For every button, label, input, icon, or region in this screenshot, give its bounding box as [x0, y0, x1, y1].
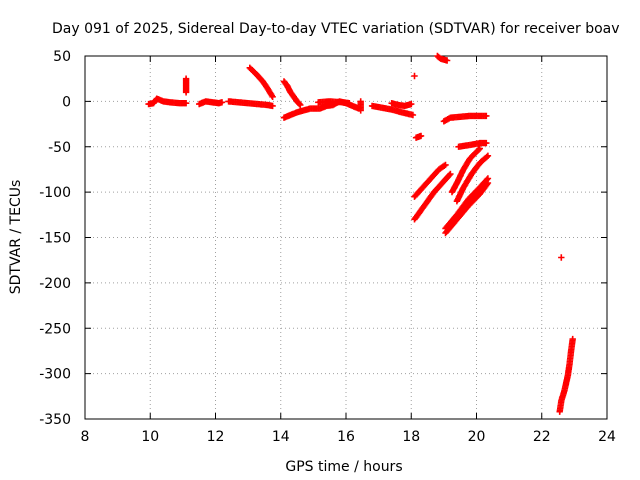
y-tick-label: -300 [39, 367, 71, 383]
data-point [484, 152, 492, 159]
y-tick-label: -150 [39, 231, 71, 247]
data-point [446, 171, 453, 179]
data-point [408, 100, 415, 108]
data-point [182, 100, 190, 107]
y-tick-label: -250 [39, 321, 71, 337]
y-tick-label: -200 [39, 276, 71, 292]
y-axis-label: SDTVAR / TECUs [8, 180, 24, 295]
x-tick-label: 12 [207, 429, 225, 445]
grid [85, 56, 607, 419]
data-point [483, 153, 490, 161]
data-point [442, 161, 449, 169]
data-point [484, 179, 492, 187]
data-point [569, 335, 576, 343]
x-tick-label: 10 [141, 429, 159, 445]
x-tick-label: 16 [337, 429, 355, 445]
data-points [145, 52, 576, 415]
x-axis: 8 10 12 14 16 18 20 22 24 [81, 56, 616, 445]
x-tick-label: 24 [598, 429, 616, 445]
data-point [558, 254, 565, 261]
data-point [483, 139, 490, 147]
x-tick-label: 20 [468, 429, 486, 445]
y-axis: 50 0 -50 -100 -150 -200 -250 -300 -350 [39, 49, 607, 428]
data-point [447, 170, 454, 178]
data-point [476, 145, 483, 152]
y-tick-label: -50 [48, 140, 71, 156]
data-point [269, 93, 276, 100]
y-tick-label: -350 [39, 412, 71, 428]
x-tick-label: 18 [402, 429, 420, 445]
x-tick-label: 8 [81, 429, 90, 445]
y-tick-label: 50 [53, 49, 71, 65]
data-point [443, 57, 451, 64]
data-point [269, 102, 276, 110]
data-point [411, 72, 418, 80]
data-point [483, 181, 491, 188]
chart-title: Day 091 of 2025, Sidereal Day-to-day VTE… [52, 21, 620, 37]
data-point [268, 92, 275, 99]
data-point [441, 162, 448, 169]
y-tick-label: 0 [62, 94, 71, 110]
x-tick-label: 22 [533, 429, 551, 445]
data-point [483, 112, 490, 120]
x-tick-label: 14 [272, 429, 290, 445]
data-point [218, 99, 226, 106]
data-point [346, 100, 353, 107]
data-point [357, 107, 364, 114]
data-point [409, 111, 417, 119]
data-point [182, 89, 190, 96]
y-tick-label: -100 [39, 185, 71, 201]
x-axis-label: GPS time / hours [285, 459, 402, 475]
data-point [475, 146, 482, 153]
data-point [417, 132, 425, 140]
data-point [297, 101, 304, 109]
